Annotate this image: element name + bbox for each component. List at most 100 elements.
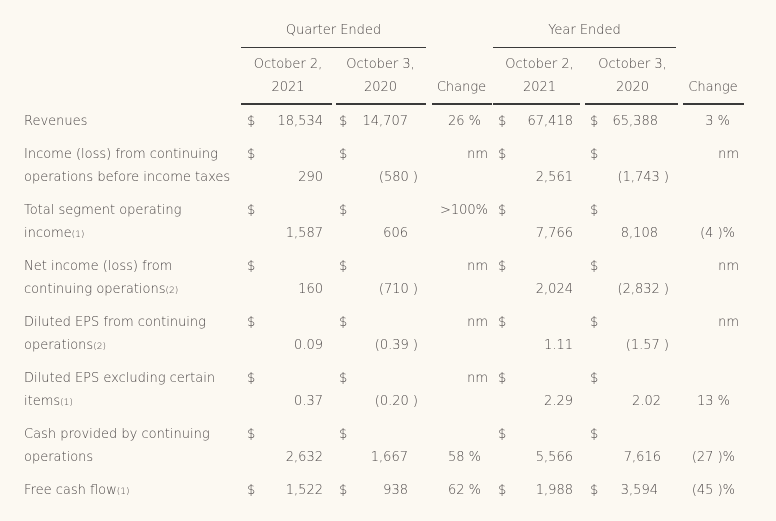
dollar-sign: $	[339, 371, 348, 386]
divider	[493, 103, 580, 105]
cell-q-2020: (0.39 )	[374, 338, 418, 353]
cell-y-2021: 67,418	[527, 114, 574, 129]
dollar-sign: $	[339, 315, 348, 330]
dollar-sign: $	[247, 147, 256, 162]
dollar-sign: $	[339, 483, 348, 498]
cell-q-2021: 18,534	[277, 114, 324, 129]
y-col2-line2: 2020	[615, 80, 650, 95]
cell-q-change: nm	[467, 315, 488, 330]
cell-y-2020: 2.02	[632, 394, 661, 409]
footnote-ref: (2)	[93, 342, 106, 352]
cell-q-change: nm	[467, 371, 488, 386]
cell-q-change: 26 %	[447, 114, 481, 129]
cell-q-change: 58 %	[447, 450, 481, 465]
row-label-line2: continuing operations(2)	[24, 282, 179, 297]
dollar-sign: $	[590, 114, 599, 129]
cell-y-2020: 65,388	[612, 114, 659, 129]
dollar-sign: $	[339, 427, 348, 442]
dollar-sign: $	[339, 259, 348, 274]
dollar-sign: $	[498, 371, 507, 386]
dollar-sign: $	[247, 203, 256, 218]
cell-y-change: nm	[718, 259, 739, 274]
cell-q-2021: 0.09	[294, 338, 323, 353]
divider	[241, 47, 426, 48]
cell-q-change: 62 %	[447, 483, 481, 498]
row-label-line2: operations before income taxes	[24, 170, 231, 185]
footnote-ref: (1)	[60, 398, 73, 408]
row-label: Revenues	[24, 114, 88, 129]
cell-y-2021: 1.11	[544, 338, 573, 353]
dollar-sign: $	[247, 371, 256, 386]
dollar-sign: $	[590, 371, 599, 386]
row-label-line1: Cash provided by continuing	[24, 427, 210, 442]
cell-y-change: nm	[718, 147, 739, 162]
dollar-sign: $	[590, 147, 599, 162]
q-col2-line1: October 3,	[346, 57, 415, 72]
year-ended-header: Year Ended	[548, 23, 621, 38]
dollar-sign: $	[339, 114, 348, 129]
cell-q-2020: (0.20 )	[374, 394, 418, 409]
dollar-sign: $	[498, 315, 507, 330]
row-label-line1: Net income (loss) from	[24, 259, 173, 274]
cell-y-2020: (2,832 )	[617, 282, 670, 297]
dollar-sign: $	[498, 427, 507, 442]
cell-y-change: nm	[718, 315, 739, 330]
footnote-ref: (1)	[116, 487, 130, 497]
row-label-line1: Diluted EPS excluding certain	[24, 371, 216, 386]
q-col1-line2: 2021	[271, 80, 305, 95]
dollar-sign: $	[247, 259, 256, 274]
cell-y-2021: 2,024	[535, 282, 573, 297]
cell-y-2021: 5,566	[535, 450, 573, 465]
dollar-sign: $	[498, 114, 507, 129]
dollar-sign: $	[247, 483, 256, 498]
dollar-sign: $	[498, 259, 507, 274]
cell-q-change: nm	[467, 147, 488, 162]
cell-y-2021: 2,561	[535, 170, 573, 185]
row-label-line1: Total segment operating	[24, 203, 182, 218]
cell-q-2020: 606	[383, 226, 408, 241]
dollar-sign: $	[247, 315, 256, 330]
dollar-sign: $	[498, 147, 507, 162]
y-col1-line2: 2021	[522, 80, 557, 95]
dollar-sign: $	[498, 203, 507, 218]
row-label: Free cash flow(1)	[24, 483, 130, 498]
cell-y-2020: (1.57 )	[625, 338, 669, 353]
dollar-sign: $	[247, 427, 256, 442]
cell-y-2020: 8,108	[620, 226, 658, 241]
dollar-sign: $	[590, 315, 599, 330]
cell-q-2021: 1,587	[285, 226, 323, 241]
dollar-sign: $	[247, 114, 256, 129]
cell-q-2021: 2,632	[285, 450, 323, 465]
dollar-sign: $	[339, 147, 348, 162]
divider	[336, 103, 426, 105]
row-label-line2: items(1)	[24, 394, 73, 409]
cell-q-2021: 160	[298, 282, 323, 297]
dollar-sign: $	[590, 259, 599, 274]
quarter-ended-header: Quarter Ended	[285, 23, 382, 38]
y-change-header: Change	[688, 80, 738, 95]
cell-y-change: (27 )%	[691, 450, 735, 465]
cell-q-2020: (710 )	[378, 282, 418, 297]
dollar-sign: $	[590, 203, 599, 218]
cell-y-2020: 7,616	[623, 450, 661, 465]
row-label-line1: Income (loss) from continuing	[24, 147, 218, 162]
cell-y-change: (4 )%	[700, 226, 735, 241]
cell-q-2020: 938	[383, 483, 408, 498]
dollar-sign: $	[590, 483, 599, 498]
row-label-line1: Diluted EPS from continuing	[24, 315, 206, 330]
cell-y-2021: 1,988	[535, 483, 573, 498]
cell-q-2021: 290	[298, 170, 323, 185]
cell-q-2021: 0.37	[294, 394, 323, 409]
dollar-sign: $	[339, 203, 348, 218]
cell-y-2021: 2.29	[544, 394, 573, 409]
divider	[585, 103, 678, 105]
cell-y-change: 13 %	[696, 394, 730, 409]
cell-q-2020: (580 )	[378, 170, 418, 185]
y-col2-line1: October 3,	[598, 57, 667, 72]
cell-q-2020: 1,667	[370, 450, 408, 465]
divider	[432, 103, 492, 105]
cell-y-2021: 7,766	[535, 226, 573, 241]
cell-q-2021: 1,522	[285, 483, 323, 498]
cell-y-change: (45 )%	[691, 483, 735, 498]
divider	[241, 103, 332, 105]
